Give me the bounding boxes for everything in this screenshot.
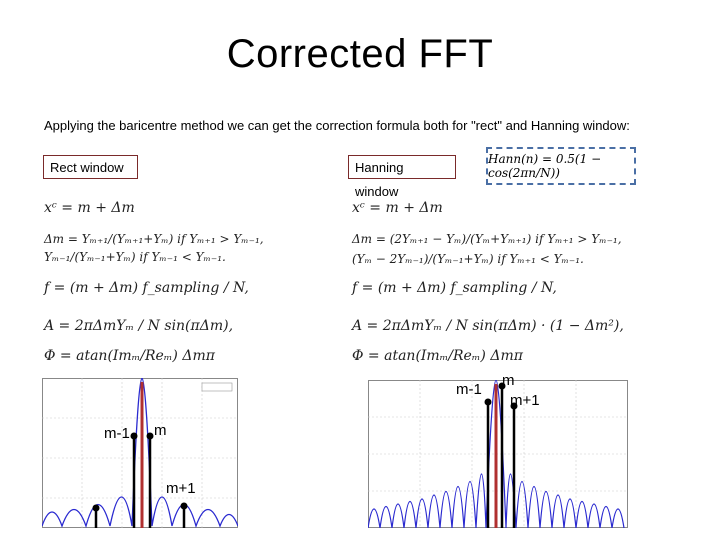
rect-plot-grid [42,378,238,528]
rect-formula-dm2: Yₘ₋₁/(Yₘ₋₁+Yₘ) if Yₘ₋₁ < Yₘ₋₁. [44,250,226,264]
rect-stem-dots [92,432,188,512]
hanning-definition: Hann(n) = 0.5(1 − cos(2πn/N)) [486,147,636,185]
rect-marker-m: m [154,422,167,439]
hann-marker-m-1: m-1 [456,381,482,398]
rect-plot-legend [201,382,233,392]
rect-formula-dm1: Δm = Yₘ₊₁/(Yₘ₊₁+Yₘ) if Yₘ₊₁ > Yₘ₋₁, [44,232,264,246]
rect-spectrum-curve [42,378,238,528]
hanning-window-label: Hanning window [348,155,456,199]
hann-spectrum-curve [368,380,625,528]
rect-formula-phi: Φ = atan(Imₘ/Reₘ) Δmπ [44,348,215,364]
hann-formula-f: f = (m + Δm) f_sampling / N, [352,280,557,296]
hann-plot-grid [368,380,628,528]
hann-spectrum-plot [368,380,628,528]
hann-formula-xc: xᶜ = m + Δm [352,200,443,216]
hann-marker-m+1: m+1 [510,392,540,409]
rect-marker-m+1: m+1 [166,480,196,497]
hann-marker-m: m [502,372,515,389]
rect-formula-xc: xᶜ = m + Δm [44,200,135,216]
hann-formula-dm2: (Yₘ − 2Yₘ₋₁)/(Yₘ₋₁+Yₘ) if Yₘ₊₁ < Yₘ₋₁. [352,252,584,266]
rect-marker-m-1: m-1 [104,425,130,442]
hann-formula-a: A = 2πΔmYₘ / N sin(πΔm) · (1 − Δm²), [352,318,624,334]
hann-formula-phi: Φ = atan(Imₘ/Reₘ) Δmπ [352,348,523,364]
slide-title: Corrected FFT [226,32,494,76]
rect-formula-a: A = 2πΔmYₘ / N sin(πΔm), [44,318,234,334]
hann-stem-dots [484,382,518,410]
rect-plot-frame [42,378,238,528]
rect-formula-f: f = (m + Δm) f_sampling / N, [44,280,249,296]
hann-formula-dm1: Δm = (2Yₘ₊₁ − Yₘ)/(Yₘ+Yₘ₊₁) if Yₘ₊₁ > Yₘ… [352,232,622,246]
slide-subtitle: Applying the baricentre method we can ge… [44,118,630,133]
hann-stems [486,386,516,528]
rect-spectrum-plot [42,378,238,528]
rect-window-label: Rect window [43,155,138,179]
